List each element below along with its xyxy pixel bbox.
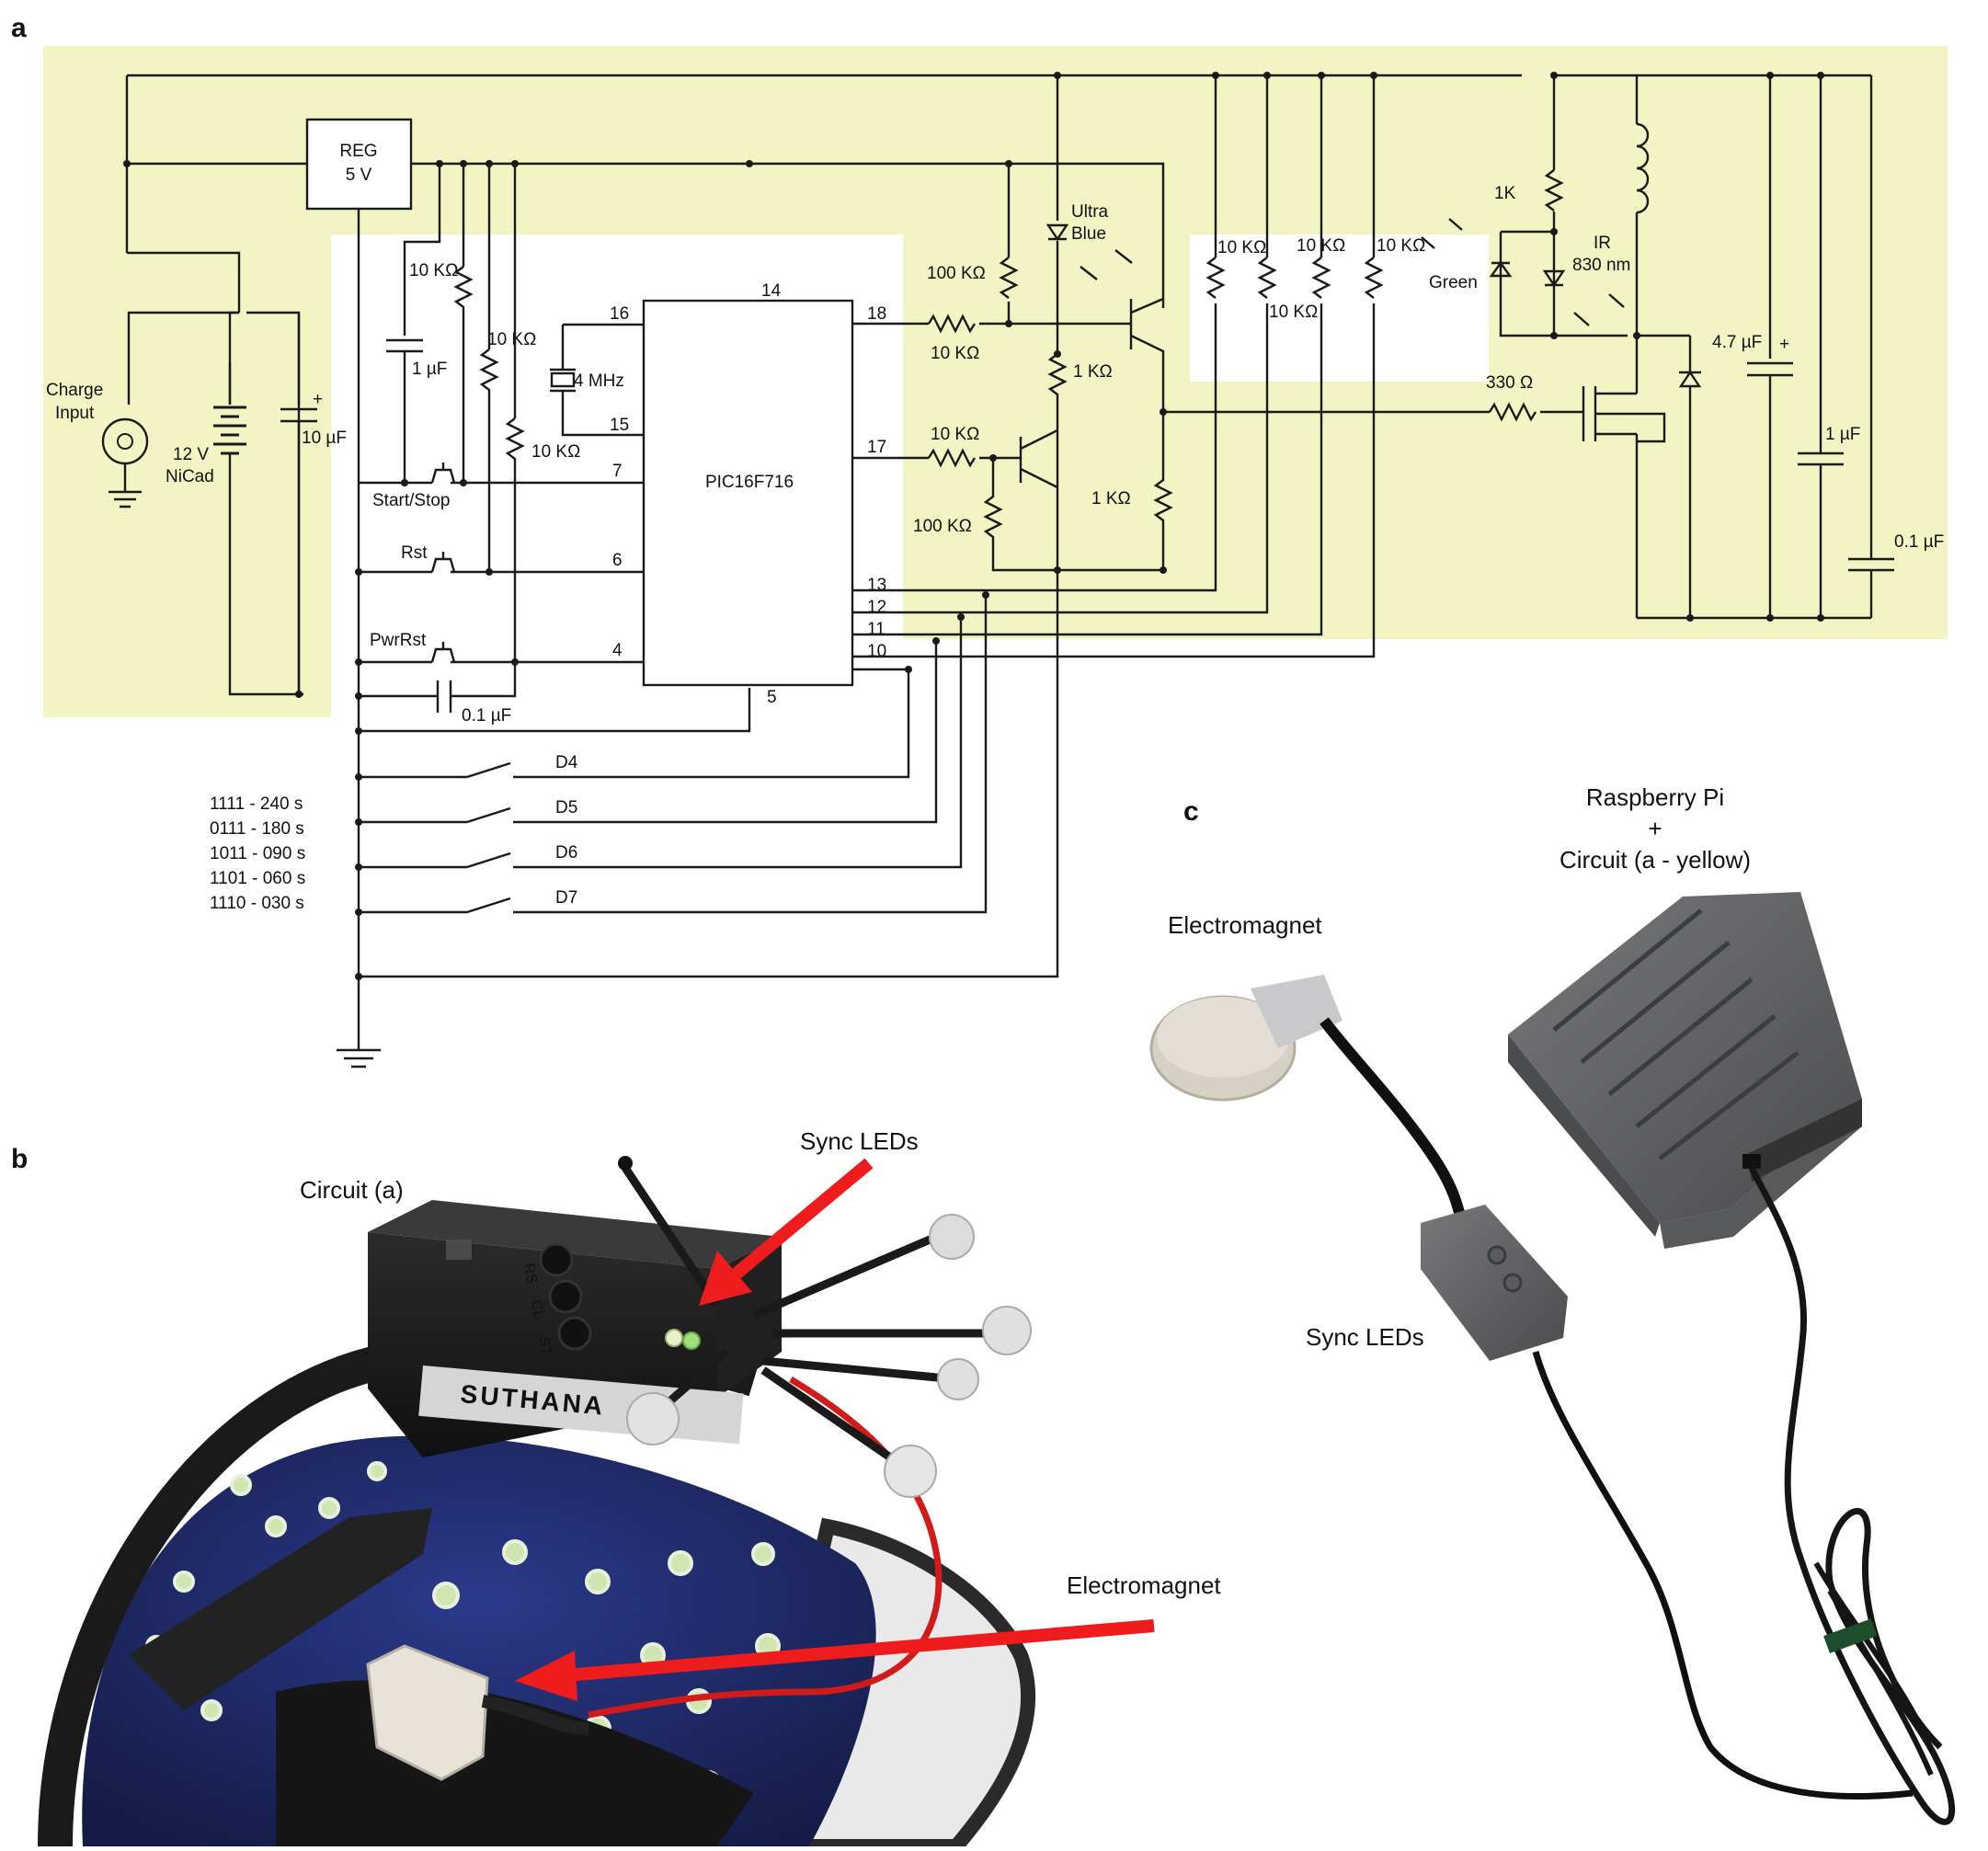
res-330-label: 330 Ω xyxy=(1486,373,1533,393)
photo-b: SUTHANA RS CL ST xyxy=(38,1127,1221,1851)
reg-label-1: REG xyxy=(339,142,377,161)
photo-b-circuit-label: Circuit (a) xyxy=(300,1176,404,1204)
schematic: REG 5 V Charge Input 12 V NiCad + 10 µF … xyxy=(43,46,1948,1068)
res-10k-c-label: 10 KΩ xyxy=(531,442,580,462)
led-ultra-label-1: Ultra xyxy=(1071,202,1109,222)
res-10k-17-label: 10 KΩ xyxy=(931,425,979,444)
crystal xyxy=(550,371,576,388)
timing-row-4: 1101 - 060 s xyxy=(210,869,305,888)
panel-label-b: b xyxy=(11,1144,28,1174)
voltage-regulator xyxy=(305,118,413,211)
crystal-label: 4 MHz xyxy=(574,371,624,391)
box-button-label-rs: RS xyxy=(520,1263,540,1285)
photo-c: Raspberry Pi + Circuit (a - yellow) Elec… xyxy=(1149,783,1956,1825)
dip-d6-label: D6 xyxy=(555,843,577,863)
side-strap xyxy=(129,1508,432,1710)
photo-b-sync-label: Sync LEDs xyxy=(800,1127,919,1155)
pin-17: 17 xyxy=(867,438,886,457)
pin-12: 12 xyxy=(867,598,886,617)
cap-47uf-label: 4.7 µF xyxy=(1712,333,1762,352)
led-ir-label-1: IR xyxy=(1594,234,1611,253)
switch-pwr-label: PwrRst xyxy=(370,631,427,650)
cap-plus-sign: + xyxy=(313,390,323,409)
yellow-highlight-region xyxy=(43,46,1948,717)
cap-47uf-plus: + xyxy=(1779,335,1789,354)
pic-chip xyxy=(642,299,854,687)
cap-1uf-left-label: 1 µF xyxy=(412,360,447,379)
sync-led-left xyxy=(665,1329,683,1347)
panel-label-c: c xyxy=(1183,796,1199,827)
led-green-label: Green xyxy=(1429,273,1478,292)
pin-5: 5 xyxy=(767,688,777,707)
charge-input-label-1: Charge xyxy=(46,381,103,400)
cap-01uf-right-label: 0.1 µF xyxy=(1894,532,1944,552)
timing-row-5: 1110 - 030 s xyxy=(210,894,304,913)
res-10k-18-label: 10 KΩ xyxy=(931,344,979,363)
dip-d7-label: D7 xyxy=(555,888,577,908)
res-10k-g2-label: 10 KΩ xyxy=(1269,303,1318,322)
switch-start-label: Start/Stop xyxy=(372,491,451,510)
res-1k-mid-label: 1 KΩ xyxy=(1073,362,1113,382)
rpi-label-1: Raspberry Pi xyxy=(1586,783,1724,811)
photo-c-sync-label: Sync LEDs xyxy=(1306,1323,1424,1351)
rpi-cable xyxy=(1748,1166,1956,1825)
led-ultra-label-2: Blue xyxy=(1071,224,1106,244)
electromagnet-on-cap xyxy=(366,1644,589,1781)
dip-d4-label: D4 xyxy=(555,753,578,772)
photo-c-electromagnet-label: Electromagnet xyxy=(1168,911,1322,939)
res-10k-g1-label: 10 KΩ xyxy=(1217,238,1266,257)
res-1k-right-label: 1 KΩ xyxy=(1091,489,1131,508)
electromagnet-puck xyxy=(1149,975,1468,1225)
res-100k-top-label: 100 KΩ xyxy=(927,264,986,283)
pin-13: 13 xyxy=(867,576,886,595)
pin-7: 7 xyxy=(612,462,623,481)
pin-10: 10 xyxy=(867,642,886,661)
cap-1uf-right-label: 1 µF xyxy=(1825,425,1860,444)
charge-input-label-2: Input xyxy=(55,404,95,423)
res-10k-b-label: 10 KΩ xyxy=(487,330,536,349)
chip-label: PIC16F716 xyxy=(705,473,794,492)
res-10k-g3-label: 10 KΩ xyxy=(1297,236,1345,256)
pin-14: 14 xyxy=(761,281,782,301)
photo-b-electromagnet-label: Electromagnet xyxy=(1067,1571,1221,1599)
timing-row-3: 1011 - 090 s xyxy=(210,844,305,863)
cap-01uf-bottom-label: 0.1 µF xyxy=(462,706,511,726)
rpi-label-2: + xyxy=(1648,815,1662,842)
circuit-box: SUTHANA RS CL ST xyxy=(368,1200,782,1457)
res-10k-a-label: 10 KΩ xyxy=(409,261,458,280)
res-10k-g4-label: 10 KΩ xyxy=(1377,236,1425,256)
timing-row-2: 0111 - 180 s xyxy=(210,819,304,839)
res-1k-top-label: 1K xyxy=(1494,184,1516,203)
res-100k-bottom-label: 100 KΩ xyxy=(913,517,972,536)
red-arrows-b xyxy=(515,1158,1155,1701)
box-button-label-st: ST xyxy=(535,1336,554,1357)
reg-label-2: 5 V xyxy=(346,166,372,185)
dip-d5-label: D5 xyxy=(555,798,577,817)
sync-led-module xyxy=(1421,1205,1914,1800)
box-button-label-cl: CL xyxy=(528,1299,546,1320)
panel-label-a: a xyxy=(11,13,27,43)
white-cutout-right xyxy=(1190,234,1489,382)
sync-led-right xyxy=(682,1331,701,1350)
rpi-label-3: Circuit (a - yellow) xyxy=(1560,846,1751,874)
pin-11: 11 xyxy=(867,620,885,639)
cap-10uf-label: 10 µF xyxy=(302,428,347,448)
battery-label-2: NiCad xyxy=(166,467,214,486)
pin-6: 6 xyxy=(612,551,623,570)
sync-led-module-led-1 xyxy=(1487,1245,1507,1265)
pin-18: 18 xyxy=(867,304,886,324)
raspberry-pi-box xyxy=(1508,892,1862,1249)
pin-16: 16 xyxy=(610,304,629,324)
junction-dots xyxy=(123,72,1824,980)
pin-4: 4 xyxy=(612,641,623,660)
sync-led-module-led-2 xyxy=(1502,1273,1523,1293)
battery-label-1: 12 V xyxy=(173,445,209,464)
tracking-markers xyxy=(618,1156,1032,1498)
switch-rst-label: Rst xyxy=(401,543,428,563)
pin-15: 15 xyxy=(610,416,629,435)
led-ir-label-2: 830 nm xyxy=(1572,256,1630,275)
timing-row-1: 1111 - 240 s xyxy=(210,794,303,814)
